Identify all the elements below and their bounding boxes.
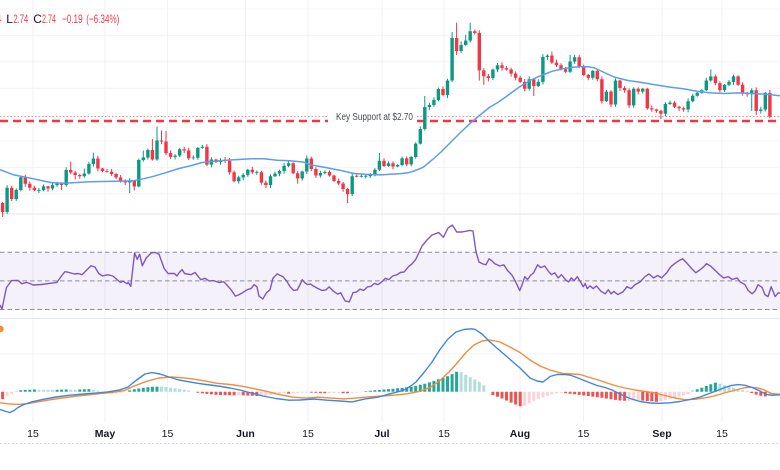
svg-text:15: 15	[302, 428, 314, 440]
svg-text:Key Support at $2.70: Key Support at $2.70	[336, 112, 413, 123]
svg-text:C: C	[33, 12, 42, 26]
svg-text:Aug: Aug	[510, 428, 530, 440]
svg-text:2.74: 2.74	[13, 12, 28, 26]
svg-text:Jun: Jun	[236, 428, 255, 440]
svg-text:15: 15	[716, 428, 728, 440]
svg-text:L: L	[6, 12, 13, 26]
svg-text:(−6.34%): (−6.34%)	[86, 12, 119, 26]
svg-text:Jul: Jul	[374, 428, 389, 440]
svg-text:15: 15	[578, 428, 590, 440]
svg-text:15: 15	[27, 428, 39, 440]
svg-text:15: 15	[162, 428, 174, 440]
svg-text:−0.19: −0.19	[62, 12, 83, 26]
svg-text:May: May	[95, 428, 116, 440]
svg-text:4: 4	[0, 12, 2, 26]
svg-text:Sep: Sep	[652, 428, 671, 440]
svg-text:15: 15	[438, 428, 450, 440]
svg-text:2.74: 2.74	[42, 12, 56, 26]
